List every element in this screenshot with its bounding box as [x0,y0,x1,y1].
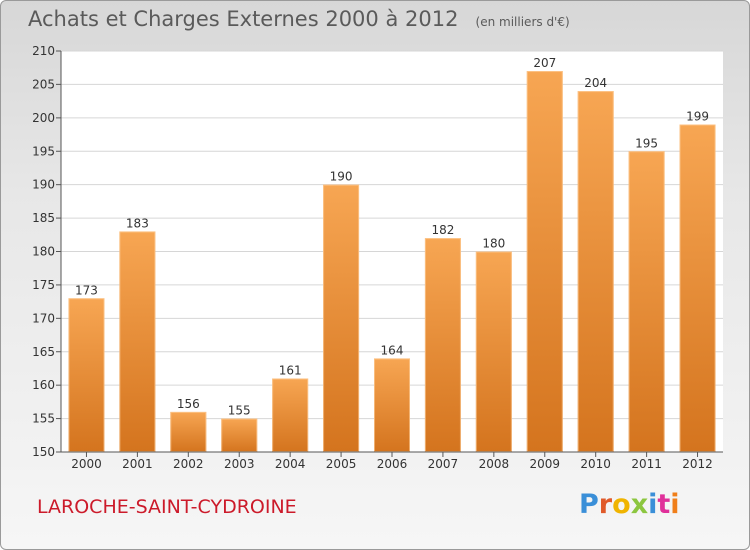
logo-letter: o [612,489,631,520]
y-tick-label: 150 [32,445,55,459]
bar-value-label: 156 [177,397,200,411]
y-axis: 150 155 160 165 170 175 180 185 190 195 200 205 210 [32,44,62,459]
chart-header: Achats et Charges Externes 2000 à 2012 (… [28,7,570,31]
logo-letter: i [670,489,680,520]
x-tick-label: 2011 [631,457,662,471]
x-tick-label: 2009 [529,457,560,471]
y-tick-label: 170 [32,311,55,325]
bar-value-label: 195 [635,136,658,150]
bar-value-label: 182 [431,223,454,237]
chart-title: Achats et Charges Externes 2000 à 2012 [28,7,459,31]
bar-value-label: 207 [533,56,556,70]
y-tick-label: 175 [32,278,55,292]
bar [221,418,258,452]
y-tick-label: 180 [32,245,55,259]
y-tick-label: 165 [32,345,55,359]
x-tick-label: 2012 [682,457,713,471]
bar [526,71,563,453]
y-tick-label: 200 [32,111,55,125]
bar [424,238,461,452]
bar-value-label: 180 [482,237,505,251]
logo-letter: r [598,489,613,520]
bar [119,231,156,452]
bar [577,91,614,452]
commune-name: LAROCHE-SAINT-CYDROINE [37,496,297,518]
x-tick-label: 2002 [173,457,204,471]
bar [679,124,716,453]
logo-letter: t [657,489,671,520]
y-tick-label: 210 [32,44,55,58]
x-tick-label: 2004 [275,457,306,471]
bar-value-label: 164 [381,343,404,357]
x-tick-label: 2003 [224,457,255,471]
x-tick-label: 2006 [377,457,408,471]
proxiti-logo: Proxiti [579,489,680,520]
y-tick-label: 205 [32,77,55,91]
logo-letter: x [630,489,649,520]
bar-value-label: 183 [126,216,149,230]
bar-value-label: 190 [330,170,353,184]
bar-value-label: 161 [279,363,302,377]
logo-letter: P [579,489,599,520]
x-axis: 2000 2001 2002 2003 2004 2005 2006 2007 2008 2009… [61,451,723,471]
y-tick-label: 160 [32,378,55,392]
bar [374,358,410,452]
chart-unit: (en milliers d'€) [475,15,570,29]
y-tick-label: 195 [32,144,55,158]
bar [323,184,360,452]
bar-value-label: 155 [228,404,251,418]
bar [68,298,105,452]
bar [475,251,512,452]
bar-value-label: 199 [686,110,709,124]
bars: 173 183 156 155 161 190 164 182 180 207 204 195 199 [68,56,716,453]
x-tick-label: 2010 [580,457,611,471]
y-tick-label: 190 [32,178,55,192]
bar [170,411,207,452]
bar [628,151,665,452]
x-tick-label: 2000 [71,457,102,471]
x-tick-label: 2005 [326,457,357,471]
y-tick-label: 155 [32,412,55,426]
x-tick-label: 2008 [479,457,510,471]
bar-value-label: 204 [584,76,607,90]
x-tick-label: 2001 [122,457,153,471]
bar-value-label: 173 [75,283,98,297]
y-tick-label: 185 [32,211,55,225]
bar [272,378,309,452]
logo-letter: i [648,489,658,520]
x-tick-label: 2007 [428,457,459,471]
